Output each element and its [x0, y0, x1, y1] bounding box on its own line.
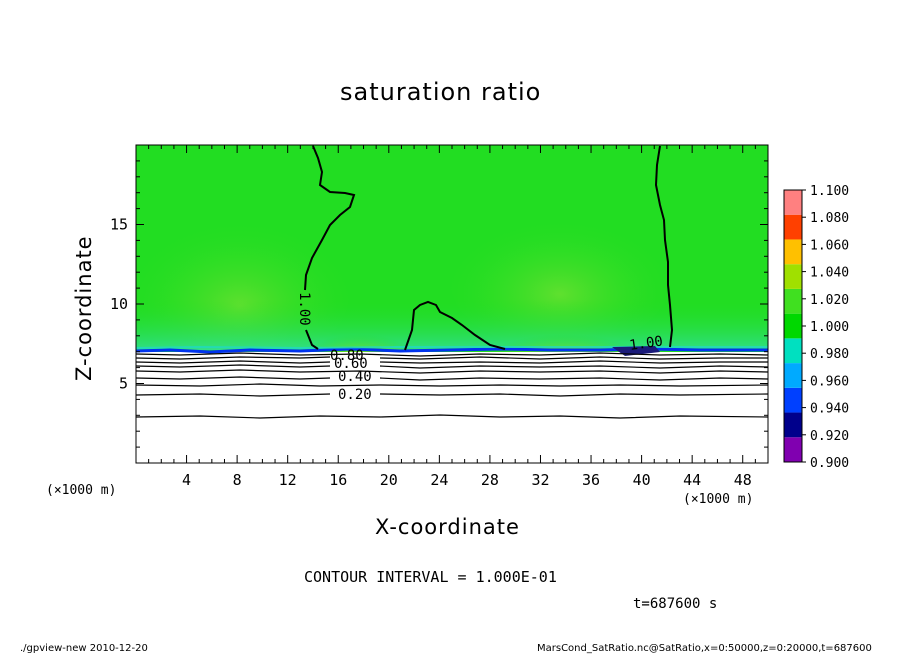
colorbar-label: 1.000: [810, 320, 849, 335]
x-tick-label: 8: [233, 471, 242, 489]
y-axis-ticks: 5 10 15: [110, 144, 768, 464]
x-unit-label-right: (×1000 m): [683, 492, 754, 507]
contour-0-50: [136, 369, 768, 374]
contour-1-00-left: [304, 145, 356, 350]
x-tick-label: 40: [633, 471, 651, 489]
x-tick-label: 48: [734, 471, 752, 489]
y-tick-label: 5: [119, 375, 128, 393]
colorbar-segment: [784, 264, 802, 289]
colorbar-segment: [784, 214, 802, 240]
x-tick-label: 28: [481, 471, 499, 489]
x-tick-label: 44: [683, 471, 701, 489]
contour-label-3: 0.80: [330, 348, 364, 364]
x-tick-label: 32: [531, 471, 549, 489]
contour-label-1: 1.00: [296, 292, 312, 326]
footer-right: MarsCond_SatRatio.nc@SatRatio,x=0:50000,…: [537, 643, 872, 654]
x-unit-label-left: (×1000 m): [46, 483, 117, 498]
colorbar-segment: [784, 288, 802, 314]
colorbar-label: 0.940: [810, 402, 849, 417]
colorbar-segment: [784, 363, 802, 388]
x-tick-label: 16: [329, 471, 347, 489]
contour-label-4: 0.60: [334, 356, 368, 372]
contour-0-30: [136, 383, 768, 387]
colorbar-label: 1.080: [810, 211, 849, 226]
x-axis-ticks: 4 8 12 16 20 24 28 32 36 40 44 48: [135, 145, 769, 489]
dry-region: [136, 352, 768, 463]
near-surface-band: [136, 300, 768, 350]
contour-0-90: [136, 352, 768, 357]
contour-label-6: 0.20: [338, 387, 372, 403]
colorbar-label: 1.040: [810, 266, 849, 281]
colorbar-label: 0.920: [810, 429, 849, 444]
contour-0-40: [136, 376, 768, 381]
contour-label-5: 0.40: [338, 369, 372, 385]
x-tick-label: 4: [182, 471, 191, 489]
colorbar-segment: [784, 239, 802, 265]
chart-title: saturation ratio: [340, 78, 542, 106]
colorbar-label: 1.060: [810, 238, 849, 253]
time-text: t=687600 s: [633, 596, 718, 612]
x-axis-label: X-coordinate: [375, 515, 520, 539]
colorbar-segment: [784, 412, 802, 438]
contour-interval-text: CONTOUR INTERVAL = 1.000E-01: [304, 568, 557, 586]
colorbar: 0.900 0.920 0.940 0.960 0.980 1.000 1.020 1.040…: [783, 184, 849, 471]
colorbar-label: 0.960: [810, 374, 849, 389]
contour-0-80: [136, 356, 768, 360]
contour-0-10: [136, 414, 768, 419]
contour-0-20: [136, 393, 768, 397]
y-axis-label: Z-coordinate: [72, 235, 96, 381]
colorbar-segment: [784, 313, 802, 339]
contour-0-70: [136, 360, 768, 364]
surface-edge-cyan: [136, 345, 768, 350]
colorbar-label: 1.020: [810, 293, 849, 308]
contour-0-60: [136, 364, 768, 369]
contour-1-00-right: [654, 145, 674, 348]
contour-label-2: 1.00: [628, 333, 664, 354]
colorbar-label: 0.980: [810, 347, 849, 362]
colorbar-segment: [784, 338, 802, 364]
colorbar-segment: [784, 190, 802, 215]
x-tick-label: 12: [279, 471, 297, 489]
x-tick-label: 24: [430, 471, 448, 489]
colorbar-label: 1.100: [810, 184, 849, 199]
x-tick-label: 36: [582, 471, 600, 489]
x-tick-label: 20: [380, 471, 398, 489]
colorbar-segment: [784, 437, 802, 462]
colorbar-label: 0.900: [810, 456, 849, 471]
plot-area: [136, 145, 768, 463]
contour-1-00-middle: [404, 300, 506, 351]
y-tick-label: 10: [110, 295, 128, 313]
colorbar-segment: [784, 387, 802, 413]
y-tick-label: 15: [110, 216, 128, 234]
footer-left: ./gpview-new 2010-12-20: [20, 643, 148, 654]
